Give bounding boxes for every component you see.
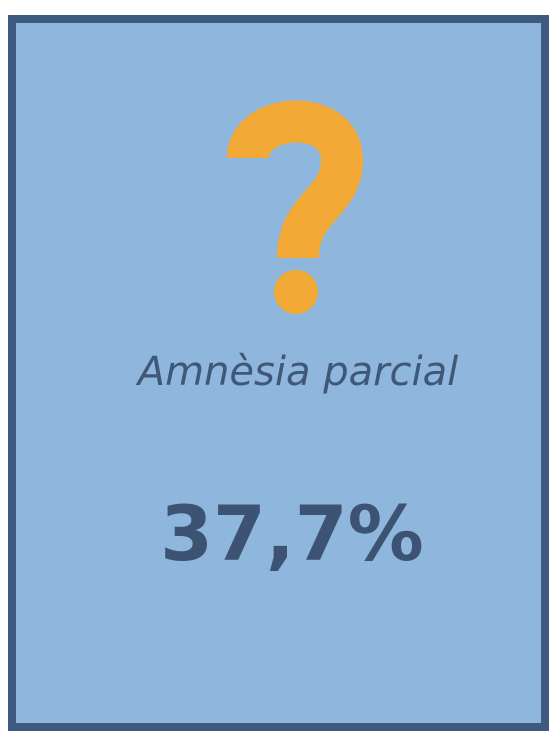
question-icon xyxy=(227,100,364,314)
card-label: Amnèsia parcial xyxy=(135,349,459,395)
question-dot xyxy=(274,270,318,314)
question-curve xyxy=(227,100,364,260)
card-value: 37,7% xyxy=(160,489,424,578)
